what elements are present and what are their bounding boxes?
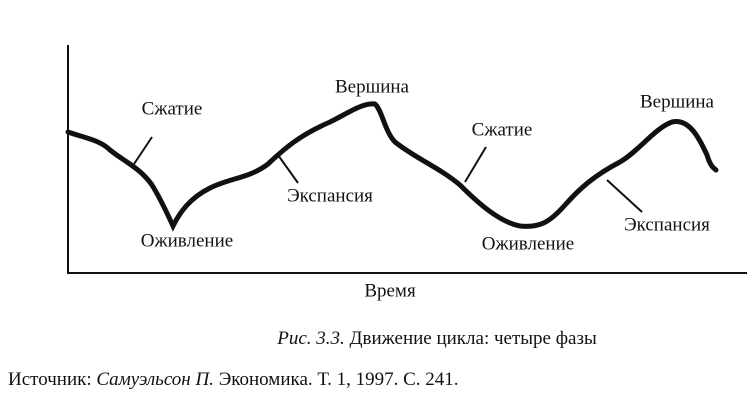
caption-number: Рис. 3.3. (276, 328, 345, 349)
caption: Рис. 3.3. Движение цикла: четыре фазы (276, 328, 597, 349)
source: Источник: Самуэльсон П. Экономика. Т. 1,… (8, 369, 459, 390)
leader-line (133, 136, 153, 165)
phase-label: Вершина (640, 91, 715, 112)
caption-text: Движение цикла: четыре фазы (350, 328, 597, 349)
source-rest: Экономика. Т. 1, 1997. С. 241. (219, 369, 459, 390)
phase-label: Вершина (335, 76, 410, 97)
phase-label: Экспансия (287, 185, 373, 206)
phase-label: Экспансия (624, 214, 710, 235)
x-axis-label: Время (364, 280, 416, 301)
cycle-curve (65, 101, 719, 232)
phase-label: Сжатие (472, 119, 533, 140)
leader-line (277, 154, 299, 184)
phase-label: Сжатие (142, 98, 203, 119)
leader-line (464, 146, 487, 183)
phase-label: Оживление (482, 233, 574, 254)
source-prefix: Источник: (8, 369, 92, 390)
phase-label: Оживление (141, 230, 233, 251)
leader-line (606, 179, 643, 213)
source-author: Самуэльсон П. (96, 369, 214, 390)
